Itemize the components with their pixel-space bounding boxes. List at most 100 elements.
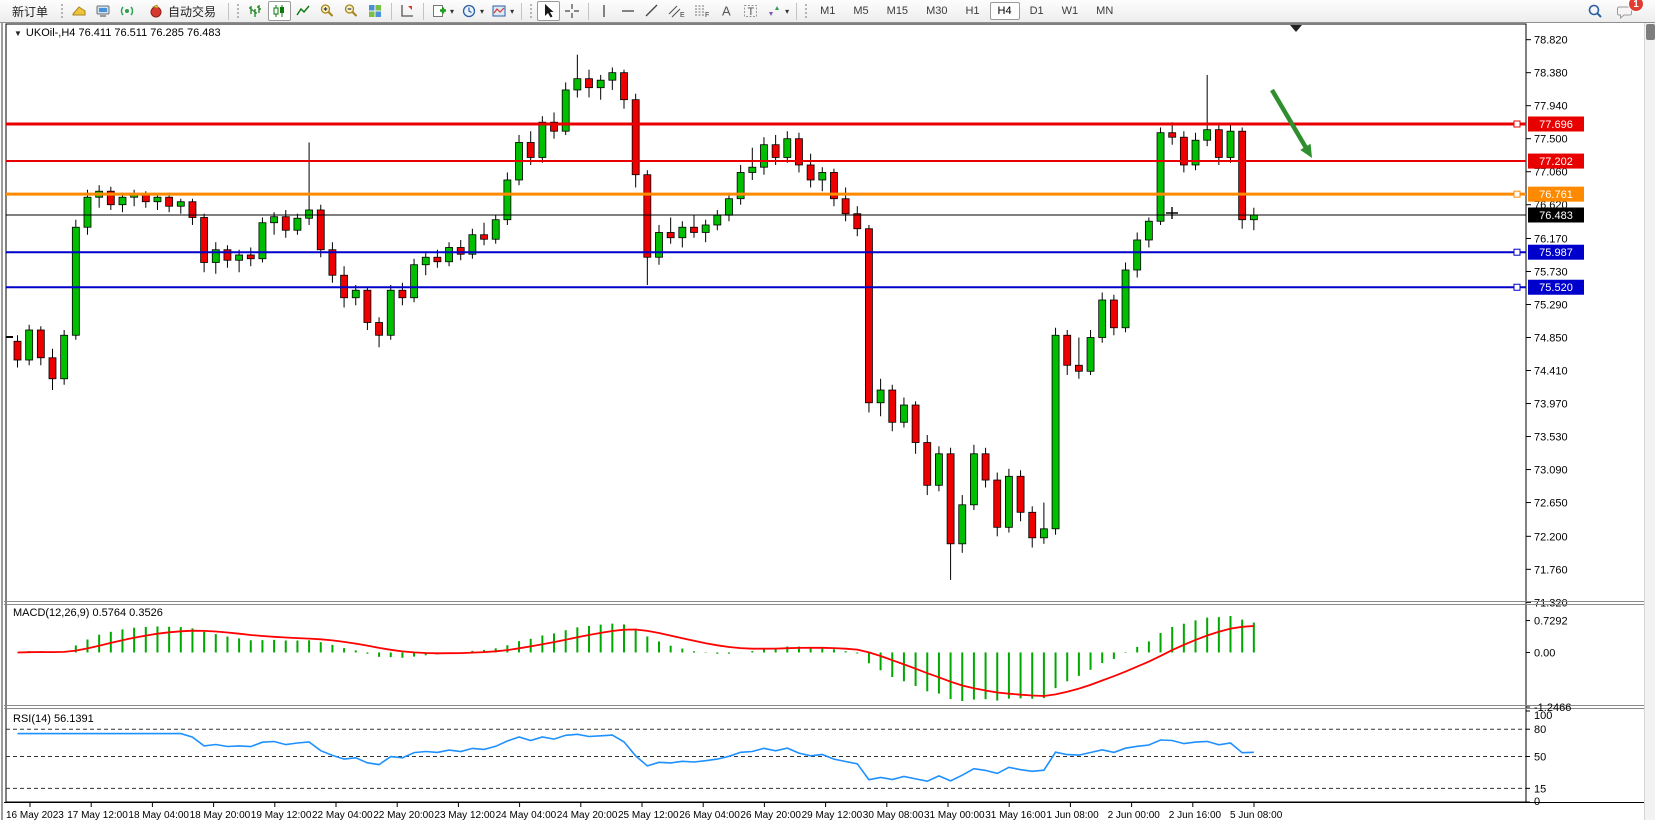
zoom-out-icon[interactable]: [340, 1, 363, 21]
arrow-annotation[interactable]: [1270, 88, 1310, 152]
timeframe-button-M15[interactable]: M15: [886, 5, 909, 17]
candle: [480, 222, 488, 246]
tile-windows-icon[interactable]: [364, 1, 387, 21]
line-handle[interactable]: [1513, 248, 1521, 256]
candle: [736, 164, 745, 205]
vertical-line-icon[interactable]: [593, 1, 616, 21]
cross-marker[interactable]: [1166, 207, 1178, 219]
time-axis-label: 19 May 12:00: [251, 810, 312, 820]
candle: [1249, 207, 1258, 231]
timeframe-button-H4[interactable]: H4: [989, 2, 1020, 20]
scrollbar-thumb[interactable]: [1646, 24, 1655, 40]
candle: [1168, 122, 1177, 145]
scrollbar[interactable]: [1644, 23, 1655, 820]
chart-title: ▼ UKOil-,H4 76.411 76.511 76.285 76.483: [14, 27, 221, 39]
shapes-icon[interactable]: ▾: [763, 1, 792, 21]
candle: [760, 137, 768, 175]
toolbar-right-group: 1: [1583, 0, 1651, 21]
chart-canvas[interactable]: 78.82078.38077.94077.50077.06076.62076.1…: [4, 23, 1644, 821]
candle: [643, 170, 652, 285]
timeframe-button-MN[interactable]: MN: [1096, 5, 1114, 17]
auto-trading-button[interactable]: 自动交易: [140, 1, 224, 21]
candlestick-chart-icon[interactable]: [268, 1, 292, 21]
candle: [328, 242, 337, 283]
candle: [561, 82, 570, 135]
candle: [620, 69, 628, 109]
candle: [596, 74, 605, 100]
chart-title-text: UKOil-,H4 76.411 76.511 76.285 76.483: [25, 27, 221, 39]
bar-chart-icon[interactable]: [244, 1, 267, 21]
market-watch-icon[interactable]: [68, 1, 91, 21]
time-axis-label: 22 May 04:00: [312, 810, 373, 820]
time-axis-label: 25 May 12:00: [618, 810, 679, 820]
fibonacci-icon[interactable]: F: [690, 1, 714, 21]
chat-icon[interactable]: 1: [1613, 0, 1644, 21]
cursor-icon[interactable]: [537, 1, 561, 21]
macd-tick-label: 0.00: [1534, 647, 1555, 659]
new-chart-icon[interactable]: ▾: [428, 1, 457, 21]
time-axis-label: 31 May 00:00: [924, 810, 985, 820]
timeframe-button-D1[interactable]: D1: [1029, 5, 1044, 17]
time-axis-label: 29 May 12:00: [802, 810, 863, 820]
line-handle[interactable]: [1513, 120, 1521, 128]
candle: [935, 446, 943, 492]
timeframe-button-W1[interactable]: W1: [1061, 5, 1079, 17]
toolbar-separator: [588, 2, 590, 20]
auto-trading-label: 自动交易: [168, 4, 217, 19]
chart-shift-marker[interactable]: [1290, 25, 1302, 32]
candle: [526, 131, 535, 165]
timeframe-button-M1[interactable]: M1: [820, 5, 836, 17]
price-tick-label: 72.200: [1534, 531, 1568, 543]
zoom-in-icon[interactable]: [316, 1, 339, 21]
candle: [503, 172, 512, 225]
price-tick-label: 78.820: [1534, 35, 1568, 47]
toolbar-grip[interactable]: [804, 3, 809, 19]
price-tick-label: 73.530: [1534, 432, 1568, 444]
search-icon[interactable]: [1583, 1, 1607, 21]
chart-shift-icon[interactable]: [396, 1, 419, 21]
timeframe-button-M30[interactable]: M30: [926, 5, 948, 17]
text-icon[interactable]: A: [715, 1, 738, 21]
toolbar-grip[interactable]: [60, 3, 65, 19]
line-handle[interactable]: [1513, 283, 1521, 291]
rsi-tick-label: 100: [1534, 710, 1552, 722]
crosshair-icon[interactable]: [561, 1, 584, 21]
candle: [421, 251, 430, 276]
candle: [13, 335, 22, 368]
timeframe-button-H1[interactable]: H1: [965, 5, 980, 17]
candle: [363, 287, 372, 331]
toolbar-grip[interactable]: [236, 3, 241, 19]
horizontal-line-icon[interactable]: [617, 1, 640, 21]
candle: [713, 209, 722, 231]
arrow-annotation-head[interactable]: [1300, 143, 1312, 158]
macd-tick-label: 0.7292: [1534, 616, 1568, 628]
template-icon[interactable]: ▾: [488, 1, 517, 21]
trendline-icon[interactable]: [641, 1, 664, 21]
candle: [351, 284, 360, 306]
candle: [631, 93, 640, 188]
auto-trading-icon: [150, 4, 162, 18]
price-badge-label: 75.520: [1539, 282, 1573, 294]
toolbar-grip[interactable]: [529, 3, 534, 19]
candle: [305, 142, 313, 225]
time-axis-label: 24 May 20:00: [557, 810, 618, 820]
candle: [655, 224, 663, 265]
chevron-down-icon: ▾: [510, 6, 515, 16]
time-axis-label: 24 May 04:00: [496, 810, 557, 820]
candle: [573, 54, 582, 98]
navigator-icon[interactable]: [92, 1, 115, 21]
periods-icon[interactable]: ▾: [458, 1, 487, 21]
timeframe-button-M5[interactable]: M5: [853, 5, 869, 17]
new-order-button[interactable]: 新订单: [4, 1, 56, 21]
svg-text:T: T: [748, 6, 755, 18]
candle: [900, 397, 908, 428]
signal-icon[interactable]: [116, 1, 139, 21]
candle: [771, 134, 780, 165]
line-handle[interactable]: [1513, 190, 1521, 198]
label-icon[interactable]: T: [739, 1, 762, 21]
candle: [1086, 330, 1095, 376]
equidistant-channel-icon[interactable]: E: [665, 1, 689, 21]
collapse-ohlc-icon[interactable]: ▼: [14, 29, 22, 38]
price-badge: [1528, 186, 1584, 202]
line-chart-icon[interactable]: [292, 1, 315, 21]
